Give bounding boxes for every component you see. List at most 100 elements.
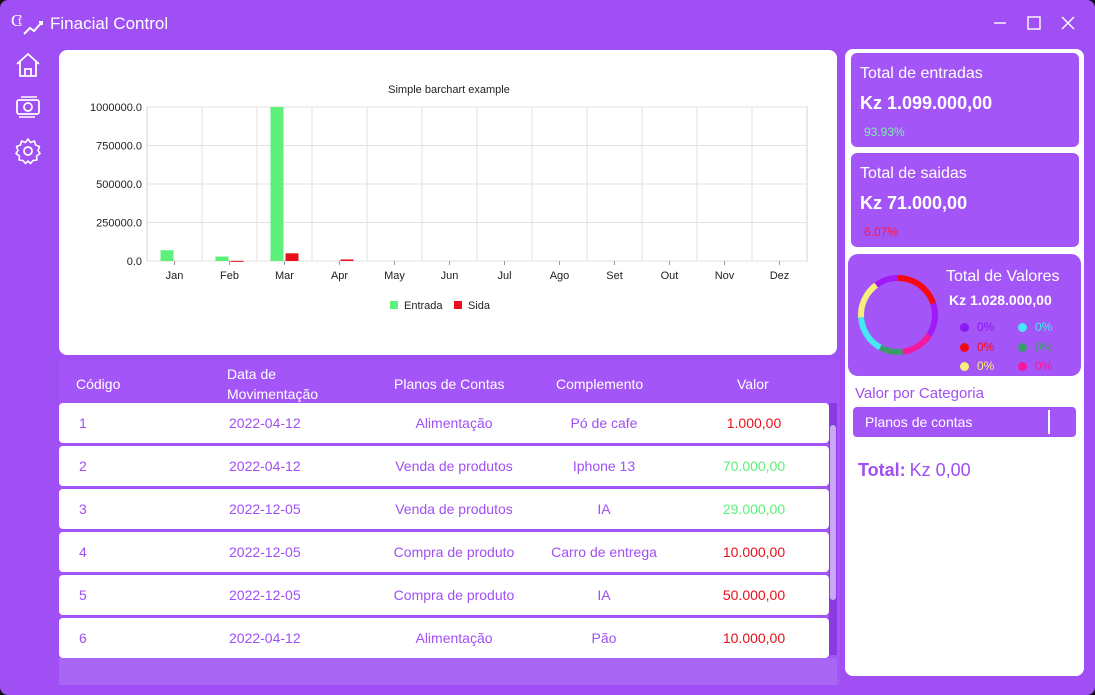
close-icon[interactable] (1058, 13, 1078, 33)
valores-legend-pct: 0% (1035, 340, 1053, 354)
cell-complemento: Pão (591, 630, 617, 646)
cell-complemento: Pó de cafe (570, 415, 638, 431)
bar-sida-mar (285, 253, 299, 261)
table-row[interactable]: 5 2022-12-05 Compra de produto IA 50.000,00 (59, 575, 829, 615)
cell-valor: 29.000,00 (722, 501, 786, 517)
legend-swatch (390, 301, 398, 309)
bar-entrada-feb (215, 256, 229, 261)
total-valores-amount: Kz 1.028.000,00 (949, 292, 1052, 308)
x-tick-label: Nov (715, 270, 735, 282)
title-bar: C f Finacial Control (0, 0, 1095, 46)
total-valores-card: Total de Valores Kz 1.028.000,00 0% 0% 0% 0… (848, 254, 1081, 376)
bar-entrada-jan (160, 250, 174, 261)
valores-legend-item: 0% (1018, 320, 1052, 334)
cell-data: 2022-12-05 (229, 544, 301, 560)
svg-text:C: C (11, 11, 22, 30)
cell-plano: Compra de produto (393, 544, 515, 560)
header-data-line2[interactable]: Movimentação (227, 386, 319, 402)
cell-plano: Alimentação (415, 630, 493, 646)
app-title: Finacial Control (50, 14, 169, 33)
money-icon[interactable] (12, 91, 44, 123)
cell-complemento: IA (597, 587, 611, 603)
bar-sida-feb (230, 260, 244, 262)
cell-codigo: 2 (79, 458, 87, 474)
header-valor[interactable]: Valor (737, 376, 769, 392)
valores-legend-item: 0% (960, 340, 994, 354)
valores-legend-pct: 0% (977, 359, 995, 373)
header-data-line1[interactable]: Data de (227, 366, 277, 382)
header-complemento[interactable]: Complemento (556, 376, 644, 392)
table-footer (59, 658, 837, 685)
donut-segment (878, 344, 904, 355)
table-row[interactable]: 6 2022-04-12 Alimentação Pão 10.000,00 (59, 618, 829, 658)
x-tick-label: Dez (770, 270, 790, 282)
cell-codigo: 6 (79, 630, 87, 646)
y-tick-label: 0.0 (127, 256, 142, 268)
categoria-total: Total: Kz 0,00 (858, 460, 971, 481)
legend-dot-icon (960, 343, 969, 353)
legend-dot-icon (1018, 362, 1027, 372)
categoria-total-value: Kz 0,00 (909, 460, 971, 480)
valores-legend-item: 0% (1018, 359, 1052, 373)
x-tick-label: Jun (441, 270, 459, 282)
gear-icon[interactable] (12, 135, 44, 167)
app-logo-icon: C f (11, 11, 43, 35)
table-row[interactable]: 3 2022-12-05 Venda de produtos IA 29.000,00 (59, 489, 829, 529)
cell-data: 2022-04-12 (229, 630, 301, 646)
cell-data: 2022-04-12 (229, 458, 301, 474)
select-caret-icon (1048, 410, 1050, 434)
cell-plano: Alimentação (415, 415, 493, 431)
donut-segment (898, 275, 937, 305)
valores-legend-item: 0% (960, 320, 994, 334)
x-tick-label: Jan (166, 270, 184, 282)
y-tick-label: 500000.0 (96, 179, 142, 191)
table-row[interactable]: 4 2022-12-05 Compra de produto Carro de ent… (59, 532, 829, 572)
total-saidas-card: Total de saidas Kz 71.000,00 6.07% (851, 153, 1079, 247)
total-entradas-card: Total de entradas Kz 1.099.000,00 93.93% (851, 53, 1079, 147)
header-codigo[interactable]: Código (76, 376, 121, 392)
valores-legend-pct: 0% (977, 340, 995, 354)
x-tick-label: Jul (497, 270, 511, 282)
categoria-select-value: Planos de contas (865, 414, 973, 430)
table-scrollbar-thumb[interactable] (830, 425, 836, 600)
cell-data: 2022-12-05 (229, 501, 301, 517)
legend-dot-icon (1018, 323, 1027, 333)
bar-entrada-mar (270, 107, 284, 261)
categoria-title: Valor por Categoria (855, 385, 984, 402)
maximize-icon[interactable] (1024, 13, 1044, 33)
cell-plano: Venda de produtos (395, 458, 513, 474)
home-icon[interactable] (12, 49, 44, 81)
cell-valor: 1.000,00 (726, 415, 782, 431)
cell-complemento: Iphone 13 (572, 458, 636, 474)
donut-segment (858, 282, 879, 318)
donut-segment (902, 333, 932, 355)
total-valores-title: Total de Valores (946, 268, 1060, 285)
y-tick-label: 250000.0 (96, 218, 142, 230)
table-row[interactable]: 2 2022-04-12 Venda de produtos Iphone 13 70.… (59, 446, 829, 486)
total-entradas-label: Total de entradas (860, 65, 983, 82)
valores-legend-item: 0% (1018, 340, 1052, 354)
categoria-total-label: Total: (858, 460, 906, 480)
header-planos[interactable]: Planos de Contas (394, 376, 505, 392)
legend-dot-icon (960, 362, 969, 372)
legend-dot-icon (1018, 343, 1027, 353)
cell-codigo: 1 (79, 415, 87, 431)
legend-label: Sida (468, 300, 491, 312)
valores-legend-item: 0% (960, 359, 994, 373)
cell-complemento: Carro de entrega (551, 544, 657, 560)
x-tick-label: Mar (275, 270, 294, 282)
table-row[interactable]: 1 2022-04-12 Alimentação Pó de cafe 1.000,00 (59, 403, 829, 443)
categoria-select[interactable]: Planos de contas (853, 407, 1076, 437)
cell-valor: 10.000,00 (722, 544, 786, 560)
legend-label: Entrada (404, 300, 443, 312)
cell-codigo: 3 (79, 501, 87, 517)
legend-dot-icon (960, 323, 969, 333)
cell-data: 2022-12-05 (229, 587, 301, 603)
bar-sida-apr (340, 259, 354, 261)
cell-codigo: 4 (79, 544, 87, 560)
valores-legend-pct: 0% (977, 320, 995, 334)
chart-title: Simple barchart example (388, 84, 510, 96)
minimize-icon[interactable] (990, 13, 1010, 33)
valores-legend-pct: 0% (1035, 320, 1053, 334)
valores-donut-chart (858, 275, 938, 355)
